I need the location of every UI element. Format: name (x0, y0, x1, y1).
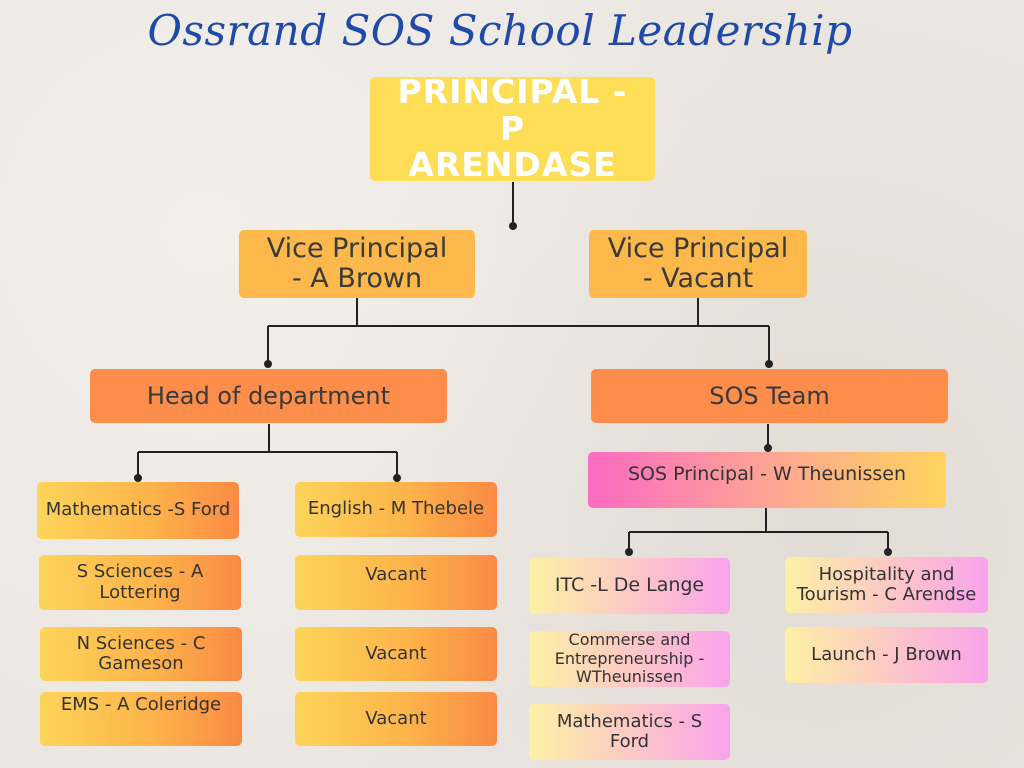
head-of-department-box: Head of department (90, 369, 447, 423)
connector-dot (625, 548, 633, 556)
sos-team-box: SOS Team (591, 369, 948, 423)
sos-left-item: ITC -L De Lange (529, 558, 730, 614)
hod-left-item: Mathematics -S Ford (37, 482, 239, 539)
sos-left-item: Commerse and Entrepreneurship - WTheunis… (529, 630, 730, 687)
hod-right-item: Vacant (295, 692, 497, 746)
connector-dot (264, 360, 272, 368)
hod-right-item: English - M Thebele (295, 482, 497, 537)
connector-dot (134, 474, 142, 482)
connector-dot (764, 444, 772, 452)
hod-left-item: N Sciences - C Gameson (40, 627, 242, 681)
connector-dot (884, 548, 892, 556)
chart-title: Ossrand SOS School Leadership (147, 6, 853, 55)
sos-right-item: Launch - J Brown (785, 627, 988, 683)
sos-left-item: Mathematics - S Ford (529, 704, 730, 760)
hod-right-item: Vacant (295, 555, 497, 610)
principal-box: PRINCIPAL - P ARENDASE (370, 73, 655, 183)
sos-right-item: Hospitality and Tourism - C Arendse (785, 557, 988, 613)
vice-principal-box-1: Vice Principal - A Brown (239, 230, 475, 298)
hod-left-item: S Sciences - A Lottering (39, 555, 241, 610)
connector-dot (393, 474, 401, 482)
sos-principal-box: SOS Principal - W Theunissen (588, 452, 946, 508)
connector-dot (509, 222, 517, 230)
vice-principal-box-2: Vice Principal - Vacant (589, 230, 807, 298)
hod-left-item: EMS - A Coleridge (40, 692, 242, 746)
connector-dot (765, 360, 773, 368)
hod-right-item: Vacant (295, 627, 497, 681)
